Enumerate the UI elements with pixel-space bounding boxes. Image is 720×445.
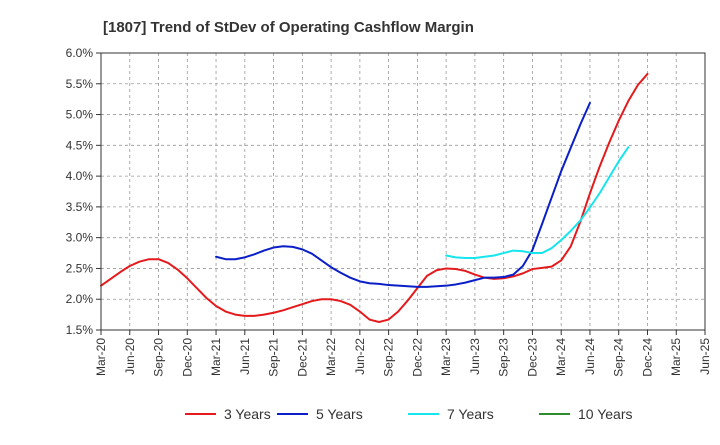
legend-label-3-years: 3 Years bbox=[224, 406, 271, 422]
x-tick-label: Mar-21 bbox=[209, 338, 223, 376]
y-tick-label: 2.0% bbox=[66, 292, 94, 306]
x-tick-label: Sep-24 bbox=[612, 338, 626, 377]
x-tick-label: Mar-25 bbox=[669, 338, 683, 376]
series-line-3-years bbox=[100, 72, 649, 323]
series-line-7-years bbox=[445, 146, 630, 259]
y-tick-label: 3.0% bbox=[66, 231, 94, 245]
x-axis: Mar-20 Jun-20 Sep-20 Dec-20 Mar-21 Jun-21 Sep-… bbox=[94, 330, 712, 377]
x-tick-label: Dec-23 bbox=[525, 338, 539, 377]
chart-title: [1807] Trend of StDev of Operating Cashf… bbox=[103, 19, 474, 36]
y-tick-label: 4.0% bbox=[66, 169, 94, 183]
x-tick-label: Mar-20 bbox=[94, 338, 108, 376]
x-tick-label: Sep-23 bbox=[497, 338, 511, 377]
x-tick-label: Dec-22 bbox=[410, 338, 424, 377]
series-line-5-years bbox=[215, 101, 591, 288]
legend-label-5-years: 5 Years bbox=[316, 406, 363, 422]
y-tick-label: 2.5% bbox=[66, 261, 94, 275]
x-tick-label: Jun-20 bbox=[123, 338, 137, 375]
x-tick-label: Sep-22 bbox=[382, 338, 396, 377]
y-tick-label: 6.0% bbox=[66, 46, 94, 60]
legend-label-7-years: 7 Years bbox=[447, 406, 494, 422]
series-layer bbox=[100, 72, 649, 323]
x-tick-label: Jun-22 bbox=[353, 338, 367, 375]
plot-frame bbox=[100, 52, 706, 331]
y-axis: 1.5% 2.0% 2.5% 3.0% 3.5% 4.0% 4.5% 5.0% 5.5% 6.0% bbox=[66, 46, 101, 337]
x-tick-label: Mar-22 bbox=[324, 338, 338, 376]
x-tick-label: Dec-24 bbox=[640, 338, 654, 377]
x-tick-label: Jun-25 bbox=[698, 338, 712, 375]
x-tick-label: Mar-23 bbox=[439, 338, 453, 376]
y-tick-label: 4.5% bbox=[66, 138, 94, 152]
grid-lines bbox=[100, 52, 706, 331]
y-tick-label: 5.5% bbox=[66, 77, 94, 91]
x-tick-label: Jun-21 bbox=[238, 338, 252, 375]
legend-label-10-years: 10 Years bbox=[578, 406, 633, 422]
y-tick-label: 5.0% bbox=[66, 108, 94, 122]
legend: 3 Years 5 Years 7 Years 10 Years bbox=[185, 406, 633, 422]
y-tick-label: 1.5% bbox=[66, 323, 94, 337]
x-tick-label: Dec-21 bbox=[295, 338, 309, 377]
x-tick-label: Mar-24 bbox=[554, 338, 568, 376]
x-tick-label: Dec-20 bbox=[180, 338, 194, 377]
y-tick-label: 3.5% bbox=[66, 200, 94, 214]
x-tick-label: Jun-24 bbox=[583, 338, 597, 375]
x-tick-label: Sep-21 bbox=[267, 338, 281, 377]
x-tick-label: Sep-20 bbox=[152, 338, 166, 377]
x-tick-label: Jun-23 bbox=[468, 338, 482, 375]
